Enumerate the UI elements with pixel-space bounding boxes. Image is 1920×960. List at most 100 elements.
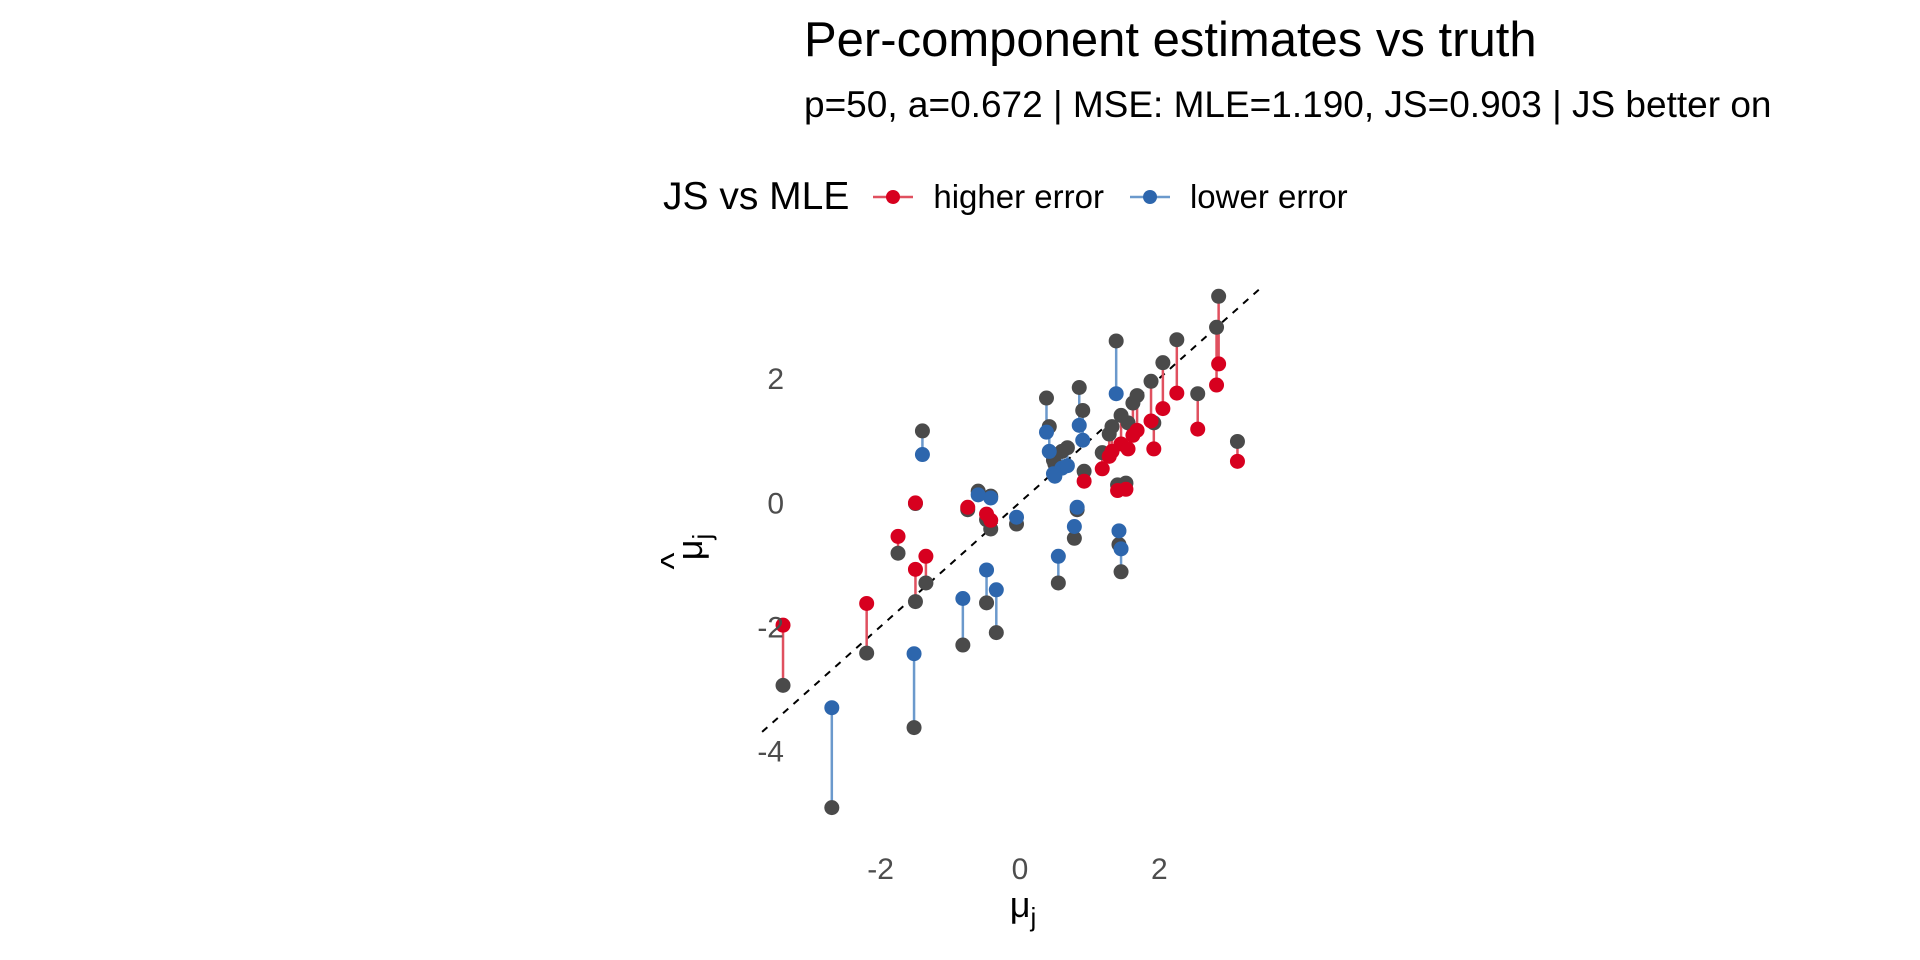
js-point-higher-error: [1169, 385, 1185, 401]
js-point-lower-error: [970, 487, 986, 503]
y-axis-title: μj ^: [653, 534, 717, 570]
mle-point: [824, 800, 840, 816]
js-point-lower-error: [906, 646, 922, 662]
js-point-higher-error: [1094, 461, 1110, 477]
js-point-lower-error: [1111, 523, 1127, 539]
legend-item-higher-error: higher error: [873, 178, 1104, 216]
js-point-higher-error: [890, 528, 906, 544]
js-point-higher-error: [1190, 421, 1206, 437]
js-point-lower-error: [1038, 424, 1054, 440]
js-point-layer: [775, 356, 1245, 716]
legend-key-dot: [886, 190, 901, 204]
mle-point: [1190, 386, 1206, 402]
mle-point: [907, 594, 923, 610]
js-point-lower-error: [1108, 386, 1124, 402]
js-point-higher-error: [1209, 377, 1225, 393]
mle-point: [918, 575, 934, 591]
legend-key-higher-error: [873, 190, 914, 204]
js-point-lower-error: [988, 582, 1004, 598]
legend-label-higher-error: higher error: [933, 178, 1104, 215]
x-tick-label: 2: [1151, 853, 1168, 886]
js-point-higher-error: [1076, 473, 1092, 489]
legend-label-lower-error: lower error: [1189, 178, 1348, 215]
legend-key-dot: [1142, 190, 1157, 204]
y-axis-title-text: μj: [669, 534, 717, 561]
mle-point: [906, 720, 922, 736]
y-axis-title-hat: ^: [653, 552, 694, 569]
js-point-lower-error: [1059, 458, 1075, 474]
js-point-higher-error: [983, 512, 999, 528]
mle-point: [988, 625, 1004, 641]
js-point-higher-error: [907, 495, 923, 511]
legend-title: JS vs MLE: [663, 175, 850, 218]
x-axis-title: μj: [1010, 884, 1037, 932]
mle-point: [859, 645, 875, 661]
js-point-lower-error: [1047, 468, 1063, 484]
js-point-higher-error: [1155, 401, 1171, 417]
js-point-higher-error: [1146, 441, 1162, 457]
js-point-higher-error: [1120, 441, 1136, 457]
mle-point: [1211, 288, 1227, 304]
js-point-lower-error: [1050, 548, 1066, 564]
y-tick-label: -2: [757, 611, 784, 644]
js-point-higher-error: [1118, 481, 1134, 497]
js-point-lower-error: [1041, 443, 1057, 459]
y-tick-label: 2: [767, 363, 784, 396]
mle-point: [1108, 333, 1124, 349]
identity-line-layer: [761, 284, 1265, 733]
js-point-higher-error: [1229, 453, 1245, 469]
js-point-higher-error: [907, 561, 923, 577]
mle-point: [955, 637, 971, 653]
js-point-lower-error: [955, 590, 971, 606]
y-tick-labels: -4 -2 0 2: [757, 363, 784, 768]
mle-point: [1229, 433, 1245, 449]
js-point-higher-error: [1129, 422, 1145, 438]
mle-point: [1113, 564, 1129, 580]
chart-subtitle: p=50, a=0.672 | MSE: MLE=1.190, JS=0.903…: [804, 84, 1772, 125]
mle-point-layer: [775, 288, 1245, 816]
mle-point: [914, 423, 930, 439]
mle-point: [1038, 390, 1054, 406]
js-point-lower-error: [1069, 499, 1085, 515]
mle-point: [1209, 319, 1225, 335]
js-point-lower-error: [914, 447, 930, 463]
x-tick-label: -2: [867, 853, 894, 886]
js-point-lower-error: [979, 562, 995, 578]
mle-point: [1050, 575, 1066, 591]
x-axis-title-base: μ: [1010, 884, 1031, 925]
identity-reference-line: [761, 284, 1265, 733]
mle-point: [1155, 355, 1171, 371]
y-tick-label: -4: [757, 736, 784, 769]
js-point-lower-error: [1066, 519, 1082, 535]
js-point-higher-error: [1143, 413, 1159, 429]
x-tick-labels: -2 0 2: [867, 853, 1167, 886]
y-axis-title-sub: j: [687, 534, 717, 541]
js-point-lower-error: [1009, 509, 1025, 525]
js-point-higher-error: [775, 617, 791, 633]
js-point-higher-error: [918, 548, 934, 564]
x-axis-title-sub: j: [1029, 902, 1036, 932]
js-point-higher-error: [1211, 356, 1227, 372]
x-tick-label: 0: [1012, 853, 1029, 886]
js-point-lower-error: [1071, 417, 1087, 433]
mle-point: [1071, 379, 1087, 395]
mle-point: [1059, 440, 1075, 456]
mle-point: [1075, 402, 1091, 418]
mle-point: [775, 677, 791, 693]
mle-point: [1129, 388, 1145, 404]
mle-point: [1104, 419, 1120, 435]
legend-item-lower-error: lower error: [1129, 178, 1348, 216]
legend-key-lower-error: [1129, 190, 1170, 204]
mle-point: [890, 545, 906, 561]
js-point-lower-error: [824, 700, 840, 716]
js-point-higher-error: [859, 595, 875, 611]
mle-point: [1066, 530, 1082, 546]
js-point-lower-error: [1075, 432, 1091, 448]
js-point-higher-error: [960, 499, 976, 515]
mle-point: [979, 595, 995, 611]
js-point-lower-error: [1113, 541, 1129, 557]
legend: JS vs MLE higher error lower error: [663, 170, 1374, 224]
y-tick-label: 0: [767, 487, 784, 520]
js-point-lower-error: [983, 490, 999, 506]
